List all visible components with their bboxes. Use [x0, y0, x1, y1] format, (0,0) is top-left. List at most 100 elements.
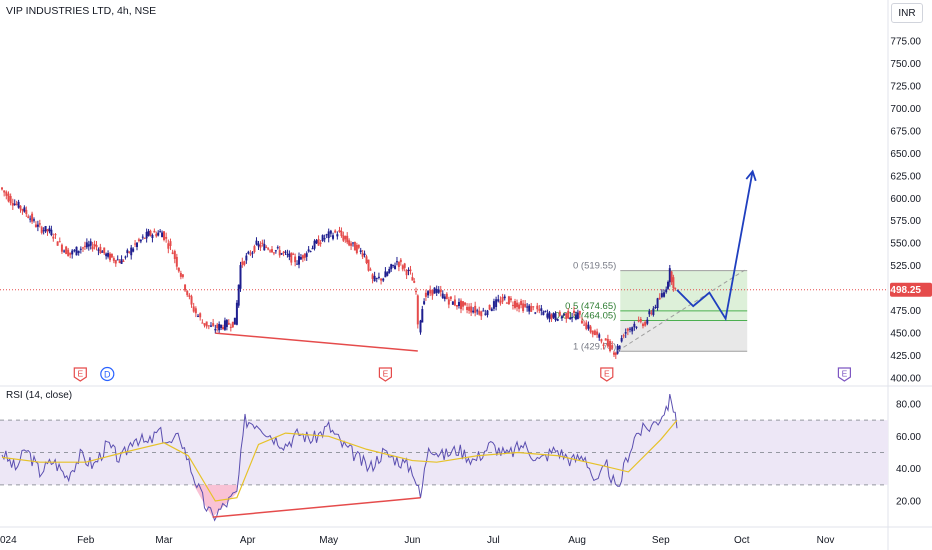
candle-body	[499, 300, 502, 304]
rsi-indicator-title: RSI (14, close)	[6, 390, 73, 401]
candle-body	[301, 255, 304, 259]
candle-body	[650, 312, 653, 314]
candle-body	[231, 321, 234, 328]
time-axis-tick-label: May	[319, 535, 338, 546]
candle-body	[317, 239, 320, 246]
candle-body	[71, 250, 74, 255]
candle-body	[672, 277, 675, 289]
candle-body	[509, 298, 512, 301]
candle-body	[261, 242, 264, 244]
candle-body	[319, 242, 322, 244]
candle-body	[550, 314, 553, 320]
candle-body	[507, 296, 510, 305]
earnings-marker-label: E	[842, 369, 848, 379]
candle-body	[67, 249, 70, 257]
candle-body	[251, 252, 254, 254]
candle-body	[460, 300, 462, 310]
candle-body	[544, 310, 547, 312]
candle-body	[79, 248, 82, 250]
candle-body	[15, 203, 18, 205]
candle-body	[87, 244, 90, 247]
candle-body	[435, 288, 438, 293]
candle-body	[134, 243, 137, 245]
candle-body	[609, 341, 612, 352]
candle-body	[403, 263, 406, 268]
candle-body	[386, 272, 389, 276]
candle-body	[431, 289, 434, 296]
candle-body	[359, 250, 362, 253]
earnings-marker	[73, 367, 87, 382]
candle-body	[416, 295, 419, 325]
candle-body	[598, 334, 601, 338]
candle-body	[624, 332, 627, 334]
candle-body	[563, 313, 566, 315]
time-axis-tick-label: Sep	[652, 535, 670, 546]
candle-body	[336, 234, 339, 237]
earnings-marker-label: E	[604, 369, 610, 379]
candle-body	[109, 253, 111, 261]
candle-body	[173, 251, 176, 259]
candle-body	[449, 296, 452, 299]
candle-body	[271, 249, 273, 253]
candle-body	[344, 235, 347, 240]
candle-body	[274, 250, 277, 252]
candle-body	[382, 278, 385, 281]
currency-button[interactable]: INR	[891, 3, 923, 23]
candle-body	[143, 237, 146, 239]
candle-body	[220, 324, 223, 329]
candle-body	[327, 231, 330, 239]
candle-body	[405, 270, 408, 276]
candle-body	[82, 247, 84, 249]
candle-body	[439, 290, 442, 293]
candle-body	[278, 250, 281, 256]
candle-body	[167, 243, 170, 249]
candle-body	[179, 273, 182, 277]
candle-body	[33, 219, 36, 221]
candle-body	[56, 241, 59, 246]
candle-body	[380, 278, 383, 281]
candle-body	[38, 223, 41, 225]
candle-body	[633, 323, 636, 328]
fib-level-label: 0 (519.55)	[573, 261, 616, 272]
candle-body	[596, 331, 599, 335]
candle-body	[441, 293, 444, 298]
candle-body	[492, 301, 495, 309]
dividend-marker	[100, 366, 115, 382]
candle-body	[7, 193, 10, 202]
candle-body	[552, 313, 555, 318]
candle-body	[573, 310, 576, 313]
rsi-line	[1, 393, 678, 522]
candle-body	[423, 301, 426, 305]
candle-body	[50, 229, 53, 236]
price-axis-tick-label: 650.00	[890, 149, 921, 160]
candle-body	[631, 327, 634, 332]
candle-body	[371, 274, 374, 279]
candle-body	[216, 324, 219, 329]
candle-body	[36, 224, 39, 227]
candle-body	[556, 318, 559, 321]
candle-body	[585, 322, 588, 330]
candle-body	[305, 253, 308, 257]
candle-body	[338, 229, 341, 233]
candle-body	[641, 323, 644, 327]
last-price-label: 498.25	[890, 285, 921, 296]
candle-body	[554, 313, 557, 321]
candle-body	[462, 301, 465, 307]
candle-body	[421, 309, 424, 323]
fib-level-label: 1 (429.75)	[573, 341, 616, 352]
candle-body	[110, 253, 113, 258]
price-axis-tick-label: 775.00	[890, 37, 921, 48]
candle-body	[103, 247, 106, 254]
candle-body	[299, 257, 302, 260]
earnings-marker	[837, 367, 851, 382]
candle-body	[646, 319, 649, 324]
candle-body	[484, 313, 487, 315]
candle-body	[658, 297, 661, 300]
candle-body	[443, 296, 446, 299]
candle-body	[663, 292, 666, 297]
candle-body	[132, 248, 135, 252]
candle-body	[243, 261, 246, 265]
fib-grey-zone	[620, 320, 748, 352]
candle-body	[201, 322, 204, 324]
